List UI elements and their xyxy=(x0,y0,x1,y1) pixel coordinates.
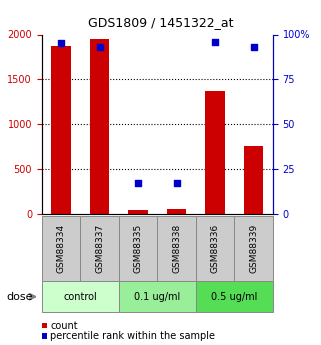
Text: GSM88336: GSM88336 xyxy=(211,224,220,273)
Text: GSM88334: GSM88334 xyxy=(56,224,65,273)
Point xyxy=(58,41,64,46)
Bar xyxy=(205,91,225,214)
Text: dose: dose xyxy=(6,292,33,302)
Text: GSM88338: GSM88338 xyxy=(172,224,181,273)
Text: control: control xyxy=(63,292,97,302)
Bar xyxy=(128,210,148,214)
Text: GSM88335: GSM88335 xyxy=(134,224,143,273)
Point xyxy=(97,44,102,50)
Point xyxy=(135,181,141,186)
Point xyxy=(174,181,179,186)
Text: GDS1809 / 1451322_at: GDS1809 / 1451322_at xyxy=(88,16,233,29)
Text: 0.1 ug/ml: 0.1 ug/ml xyxy=(134,292,180,302)
Text: 0.5 ug/ml: 0.5 ug/ml xyxy=(211,292,257,302)
Bar xyxy=(90,39,109,214)
Text: GSM88337: GSM88337 xyxy=(95,224,104,273)
Text: GSM88339: GSM88339 xyxy=(249,224,258,273)
Bar xyxy=(244,146,263,214)
Text: percentile rank within the sample: percentile rank within the sample xyxy=(50,331,215,341)
Bar xyxy=(51,46,71,214)
Point xyxy=(251,44,256,50)
Bar xyxy=(167,209,186,214)
Text: count: count xyxy=(50,321,78,331)
Point xyxy=(213,39,218,45)
